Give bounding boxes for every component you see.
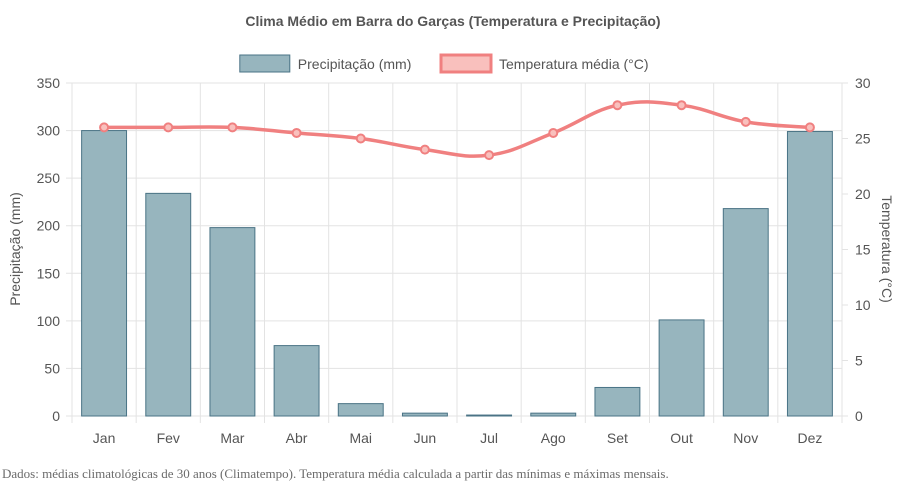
temperature-point xyxy=(612,100,623,111)
y-left-tick-label: 200 xyxy=(37,218,61,234)
temperature-point xyxy=(804,122,815,133)
x-tick-label: Out xyxy=(670,430,693,446)
precipitation-bar xyxy=(145,192,192,417)
y-right-tick-label: 15 xyxy=(855,242,871,258)
x-tick-label: Jul xyxy=(480,430,498,446)
precipitation-bar xyxy=(273,345,320,417)
precipitation-bar xyxy=(401,412,448,417)
temperature-point xyxy=(291,127,302,138)
precipitation-bar xyxy=(530,412,577,417)
legend-label: Temperatura média (°C) xyxy=(499,56,649,72)
y-right-tick-label: 20 xyxy=(855,186,871,202)
x-tick-label: Nov xyxy=(733,430,758,446)
y-right-tick-label: 25 xyxy=(855,131,871,147)
y-right-tick-label: 5 xyxy=(855,353,863,369)
y-left-tick-label: 250 xyxy=(37,170,61,186)
precipitation-bar xyxy=(786,131,833,417)
legend-swatch xyxy=(239,54,291,73)
legend-item-temperature: Temperatura média (°C) xyxy=(439,53,649,74)
precipitation-bar xyxy=(658,319,705,417)
y-left-tick-label: 350 xyxy=(37,75,61,91)
legend-item-precipitation: Precipitação (mm) xyxy=(239,54,412,73)
precipitation-bar xyxy=(337,403,384,417)
x-tick-label: Abr xyxy=(286,430,308,446)
precipitation-bar xyxy=(594,386,641,417)
y-left-tick-label: 300 xyxy=(37,123,61,139)
temperature-point xyxy=(484,150,495,161)
x-tick-label: Mai xyxy=(349,430,372,446)
temperature-series-line xyxy=(102,100,812,158)
x-tick-label: Dez xyxy=(797,430,822,446)
precipitation-bar xyxy=(81,130,128,417)
y-left-tick-label: 150 xyxy=(37,265,61,281)
temperature-point xyxy=(227,122,238,133)
y-axis-left-title: Precipitação (mm) xyxy=(7,192,23,306)
grid xyxy=(66,82,848,423)
temperature-point xyxy=(548,127,559,138)
axes: 0 50 100 150 200 250 300 350 0 5 10 15 20 25 30 Jan Fev M… xyxy=(37,75,871,446)
legend: Precipitação (mm) Temperatura média (°C) xyxy=(239,53,649,74)
legend-swatch xyxy=(439,53,493,74)
temperature-line xyxy=(99,100,815,161)
temperature-point xyxy=(355,133,366,144)
x-tick-label: Set xyxy=(607,430,628,446)
y-axis-right-title: Temperatura (°C) xyxy=(879,195,895,303)
y-left-tick-label: 100 xyxy=(37,313,61,329)
x-tick-label: Jan xyxy=(93,430,116,446)
chart-title: Clima Médio em Barra do Garças (Temperat… xyxy=(245,13,660,29)
legend-label: Precipitação (mm) xyxy=(298,56,412,72)
y-right-tick-label: 10 xyxy=(855,297,871,313)
x-tick-label: Ago xyxy=(541,430,566,446)
y-left-tick-label: 0 xyxy=(52,408,60,424)
precipitation-bar xyxy=(209,227,256,417)
temperature-point xyxy=(163,122,174,133)
temperature-point xyxy=(676,100,687,111)
y-right-tick-label: 0 xyxy=(855,408,863,424)
temperature-point xyxy=(99,122,110,133)
y-right-tick-label: 30 xyxy=(855,75,871,91)
y-left-tick-label: 50 xyxy=(44,360,60,376)
precipitation-bar xyxy=(722,208,769,417)
temperature-point xyxy=(740,116,751,127)
temperature-point xyxy=(419,144,430,155)
x-tick-label: Mar xyxy=(220,430,244,446)
x-tick-label: Fev xyxy=(157,430,180,446)
chart: Clima Médio em Barra do Garças (Temperat… xyxy=(7,13,895,446)
precipitation-bar xyxy=(466,414,513,417)
precipitation-bars xyxy=(81,130,833,417)
footer-note: Dados: médias climatológicas de 30 anos … xyxy=(2,466,669,481)
x-tick-label: Jun xyxy=(414,430,437,446)
